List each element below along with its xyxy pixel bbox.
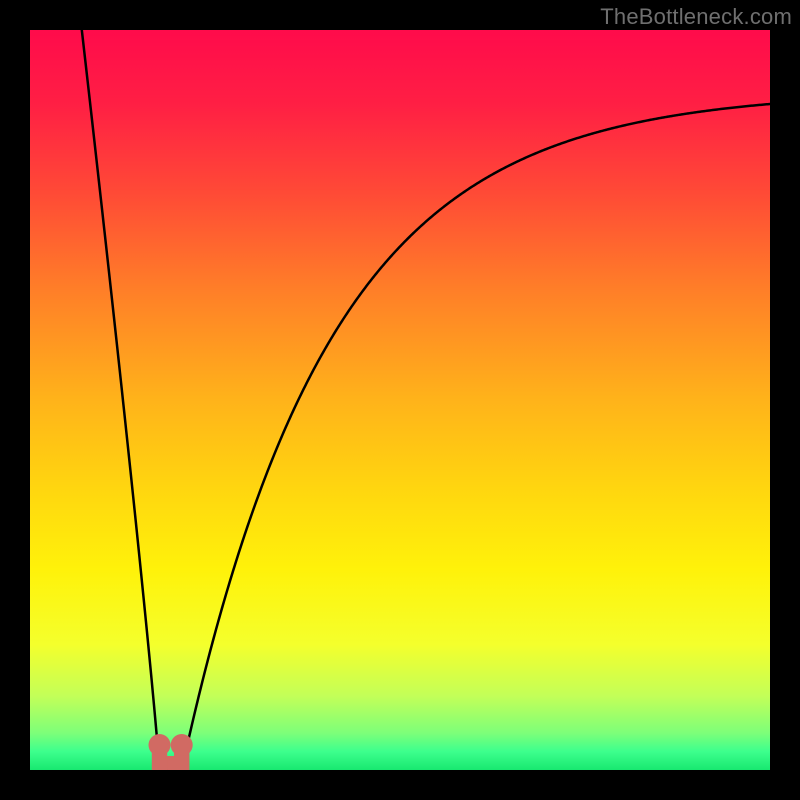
bottleneck-curve-chart [0, 0, 800, 800]
chart-container: TheBottleneck.com [0, 0, 800, 800]
watermark-text: TheBottleneck.com [600, 4, 792, 30]
